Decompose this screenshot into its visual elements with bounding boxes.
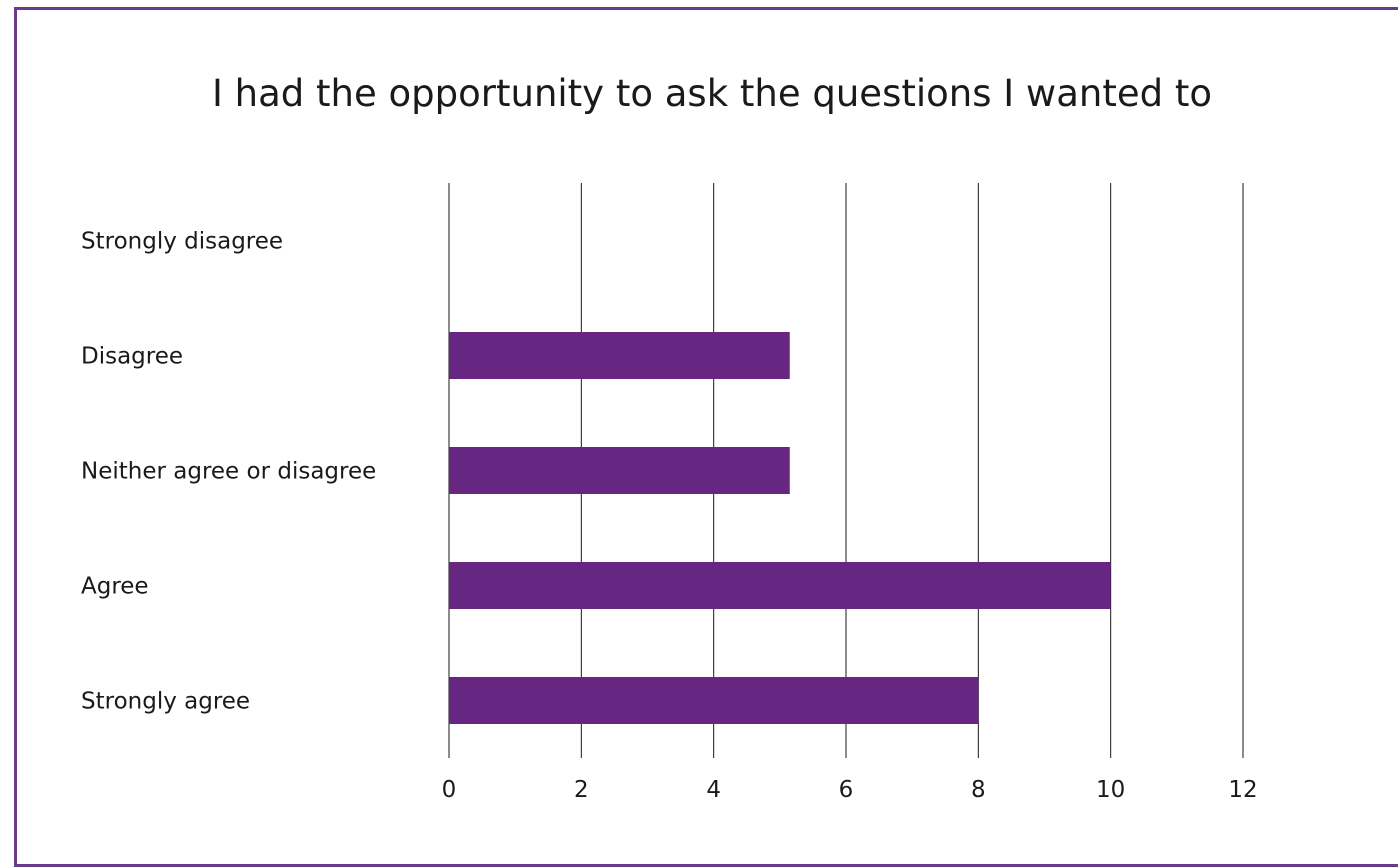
category-label: Strongly agree (81, 689, 250, 715)
x-tick-labels: 0 2 4 6 8 10 12 (442, 777, 1258, 803)
x-tick-label: 8 (971, 777, 986, 803)
category-label: Strongly disagree (81, 229, 283, 255)
chart-title: I had the opportunity to ask the questio… (212, 72, 1212, 115)
bar (449, 447, 790, 494)
category-label: Neither agree or disagree (81, 459, 376, 485)
x-tick-label: 0 (442, 777, 457, 803)
category-label: Disagree (81, 344, 183, 370)
bars (449, 332, 1111, 724)
x-tick-label: 2 (574, 777, 589, 803)
category-labels: Strongly disagree Disagree Neither agree o… (81, 229, 376, 715)
x-tick-label: 12 (1228, 777, 1257, 803)
category-label: Agree (81, 574, 149, 600)
bar (449, 677, 979, 724)
x-tick-label: 4 (706, 777, 721, 803)
bar (449, 332, 790, 379)
bar (449, 562, 1111, 609)
x-tick-label: 6 (839, 777, 854, 803)
x-tick-label: 10 (1096, 777, 1125, 803)
